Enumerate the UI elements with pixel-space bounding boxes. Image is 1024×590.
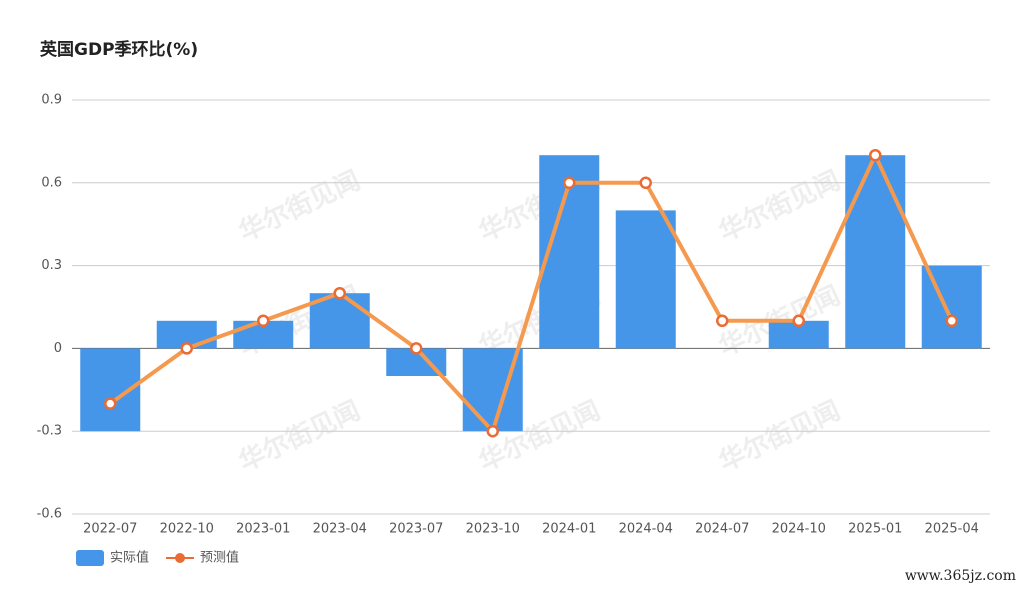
x-tick-label: 2022-10 <box>160 522 214 537</box>
point <box>716 314 729 328</box>
x-tick-label: 2023-04 <box>313 522 367 537</box>
legend-label: 实际值 <box>110 550 149 566</box>
point <box>410 342 423 355</box>
x-tick-label: 2025-04 <box>925 522 979 537</box>
y-tick-label: -0.3 <box>37 424 62 439</box>
bar <box>615 210 676 349</box>
bar <box>845 155 906 349</box>
x-tick-label: 2023-01 <box>236 522 290 537</box>
x-tick-label: 2022-07 <box>83 522 137 537</box>
x-tick-label: 2024-01 <box>542 522 596 537</box>
x-tick-label: 2024-07 <box>695 522 749 537</box>
x-tick-label: 2023-07 <box>389 522 443 537</box>
y-tick-label: 0.6 <box>41 175 62 190</box>
line <box>109 153 954 434</box>
point <box>945 314 958 328</box>
point <box>639 176 652 190</box>
y-tick-label: 0 <box>54 341 62 356</box>
y-tick-label: 0.3 <box>41 258 62 273</box>
chart-title: 英国GDP季环比(%) <box>40 39 198 60</box>
y-tick-label: -0.6 <box>37 507 62 522</box>
x-tick-label: 2025-01 <box>848 522 902 537</box>
x-tick-label: 2023-10 <box>466 522 520 537</box>
point <box>792 314 805 328</box>
point <box>180 342 193 355</box>
x-tick-label: 2024-10 <box>772 522 826 537</box>
x-tick-label: 2024-04 <box>619 522 673 537</box>
watermark: 华尔街见闻 <box>714 395 845 478</box>
point <box>563 176 576 190</box>
y-tick-label: 0.9 <box>41 93 62 108</box>
watermark: 华尔街见闻 <box>714 165 845 248</box>
point <box>333 286 346 300</box>
watermark: 华尔街见闻 <box>234 165 365 248</box>
point <box>869 148 882 162</box>
legend-swatch <box>76 550 104 566</box>
watermark: 华尔街见闻 <box>234 395 365 478</box>
point <box>486 424 499 438</box>
source-text: www.365jz.com <box>905 568 1016 584</box>
legend-label: 预测值 <box>200 550 239 566</box>
point <box>257 314 270 328</box>
legend-swatch <box>175 553 185 563</box>
point <box>104 397 117 410</box>
